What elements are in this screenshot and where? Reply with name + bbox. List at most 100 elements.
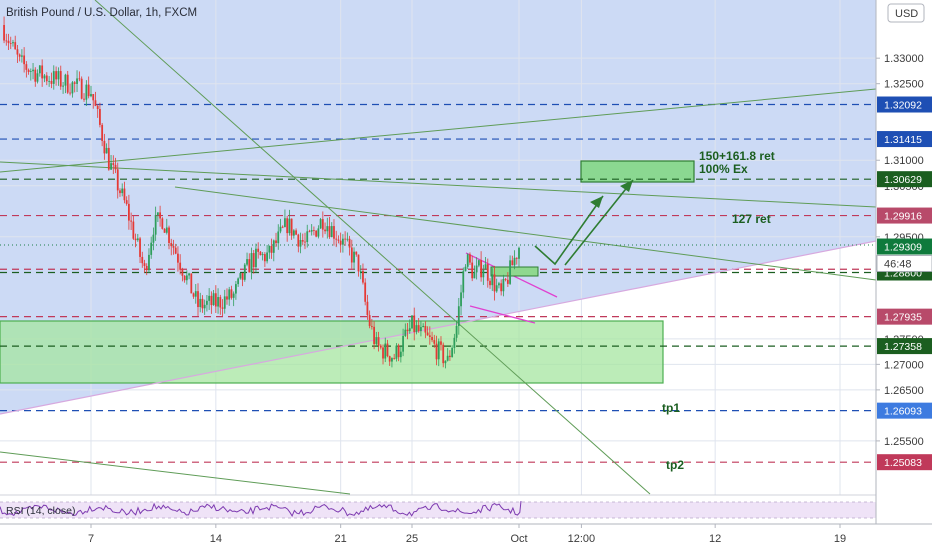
candle-body xyxy=(145,265,148,271)
candle-body xyxy=(355,251,358,255)
rsi-label: RSI (14, close) xyxy=(6,505,75,517)
y-tick-label: 1.26500 xyxy=(884,385,924,397)
candle-body xyxy=(141,256,144,264)
candle-body xyxy=(353,251,355,263)
rsi-pane: RSI (14, close) xyxy=(0,494,876,524)
candle-body xyxy=(402,335,404,352)
candle-body xyxy=(328,226,331,238)
candle-body xyxy=(471,262,474,279)
price-level-label: 1.25083 xyxy=(877,454,932,471)
candle-body xyxy=(94,100,97,106)
candle-body xyxy=(259,251,262,256)
candle-body xyxy=(110,163,112,170)
candle-body xyxy=(112,163,115,165)
candle-body xyxy=(511,260,514,266)
candle-body xyxy=(221,307,224,309)
candle-body xyxy=(324,229,326,232)
candle-body xyxy=(346,238,349,240)
candle-body xyxy=(266,252,269,262)
candle-body xyxy=(348,238,351,248)
y-tick-label: 1.33000 xyxy=(884,53,924,65)
currency-badge[interactable]: USD xyxy=(887,3,925,23)
x-axis: 7 14 21 25 Oct 12:00 12 19 xyxy=(88,524,846,545)
flag-lower-line xyxy=(469,305,536,324)
price-level-label: 1.31415 xyxy=(877,131,932,148)
candle-body xyxy=(116,169,119,191)
candle-body xyxy=(230,289,233,298)
candle-body xyxy=(292,230,295,236)
y-axis: 1.330001.325001.310001.305001.295001.275… xyxy=(876,53,932,471)
candle-body xyxy=(489,280,491,286)
candle-body xyxy=(183,275,186,281)
candle-body xyxy=(57,71,60,80)
projection-arrowhead-1 xyxy=(590,196,603,208)
x-tick-label: Oct xyxy=(510,533,527,545)
candle-body xyxy=(80,78,83,99)
candle-body xyxy=(71,82,74,94)
x-tick-label: 12:00 xyxy=(568,533,596,545)
candle-body xyxy=(477,260,480,266)
candle-body xyxy=(201,298,204,309)
annotation-127-ret: 127 ret xyxy=(732,212,771,226)
price-level-label: 1.30629 xyxy=(877,171,932,188)
candle-body xyxy=(18,54,21,57)
price-level-label: 1.29916 xyxy=(877,207,932,224)
candle-body xyxy=(210,295,213,306)
candle-body xyxy=(435,343,438,360)
candle-body xyxy=(295,230,297,235)
candle-body xyxy=(424,325,427,333)
candle-body xyxy=(373,326,376,345)
projection-path-2 xyxy=(564,179,634,266)
price-level-label: 1.26093 xyxy=(877,402,932,419)
price-level-label: 1.29309 xyxy=(877,238,932,255)
candle-body xyxy=(486,264,489,281)
annotation-tp2: tp2 xyxy=(666,458,684,472)
upper-rising-line xyxy=(0,88,876,173)
candle-body xyxy=(495,285,498,292)
candle-body xyxy=(214,293,217,307)
candle-body xyxy=(315,230,318,237)
candle-body xyxy=(491,274,494,286)
candle-body xyxy=(139,238,141,257)
candle-body xyxy=(502,278,505,292)
countdown-label: 46:48 xyxy=(876,255,932,272)
candle-body xyxy=(388,356,391,362)
rsi-line xyxy=(0,500,522,517)
candle-body xyxy=(513,257,516,266)
candle-body xyxy=(181,269,184,276)
candle-body xyxy=(121,188,124,194)
candle-body xyxy=(415,325,418,333)
candle-body xyxy=(66,74,69,93)
candle-body xyxy=(277,231,280,244)
candle-body xyxy=(239,273,242,279)
candle-body xyxy=(172,246,175,248)
candle-body xyxy=(308,231,311,233)
candle-body xyxy=(493,274,496,292)
candle-body xyxy=(433,340,436,344)
candle-body xyxy=(246,259,248,265)
candle-body xyxy=(326,226,329,232)
candle-body xyxy=(25,64,28,70)
candle-body xyxy=(69,92,71,94)
candle-body xyxy=(127,203,130,221)
candle-body xyxy=(498,283,500,286)
candle-body xyxy=(243,264,246,280)
candle-body xyxy=(515,257,518,259)
candle-body xyxy=(281,226,284,228)
candle-body xyxy=(194,291,197,297)
candle-body xyxy=(152,234,155,243)
candle-body xyxy=(397,345,400,358)
candle-body xyxy=(288,218,291,234)
y-tick-label: 1.31000 xyxy=(884,155,924,167)
candle-body xyxy=(437,341,440,360)
candle-body xyxy=(232,293,235,298)
chart-title: British Pound / U.S. Dollar, 1h, FXCM xyxy=(6,7,197,19)
candle-body xyxy=(357,254,360,272)
candle-body xyxy=(368,315,371,327)
candle-body xyxy=(174,247,177,254)
candle-body xyxy=(455,326,458,338)
x-tick-label: 25 xyxy=(406,533,418,545)
candle-body xyxy=(123,188,126,201)
candle-body xyxy=(420,327,422,332)
candle-body xyxy=(263,254,266,262)
